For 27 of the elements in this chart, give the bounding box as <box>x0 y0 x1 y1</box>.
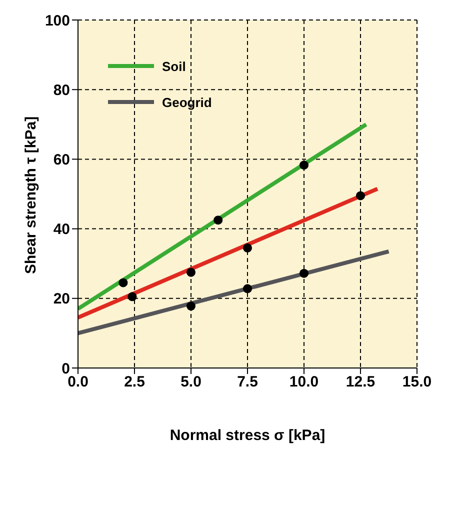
x-tick-label: 12.5 <box>346 374 376 391</box>
point <box>128 292 137 302</box>
x-tick-label: 0.0 <box>68 374 88 391</box>
point <box>214 216 223 225</box>
y-tick-label: 20 <box>53 290 70 308</box>
y-tick-label: 60 <box>53 152 70 169</box>
y-axis-title: Shear strength τ [kPa] <box>22 116 40 274</box>
point <box>186 302 196 311</box>
x-tick-label: 2.5 <box>124 374 145 391</box>
x-tick-label: 5.0 <box>180 374 202 391</box>
legend-label: Geogrid <box>162 94 212 110</box>
y-tick-label: 100 <box>44 12 70 30</box>
x-tick-label: 10.0 <box>289 374 319 391</box>
x-axis-title: Normal stress σ [kPa] <box>170 427 326 444</box>
point <box>118 278 128 288</box>
point <box>299 160 309 170</box>
point <box>356 191 366 200</box>
legend-label: Soil <box>162 58 186 74</box>
y-tick-label: 40 <box>53 221 70 238</box>
y-tick-label: 0 <box>62 360 70 378</box>
point <box>299 268 309 278</box>
x-tick-label: 7.5 <box>237 374 258 391</box>
y-tick-label: 80 <box>53 82 70 99</box>
point <box>186 268 196 277</box>
point <box>242 284 252 294</box>
point <box>242 243 252 252</box>
x-tick-label: 15.0 <box>402 374 432 391</box>
